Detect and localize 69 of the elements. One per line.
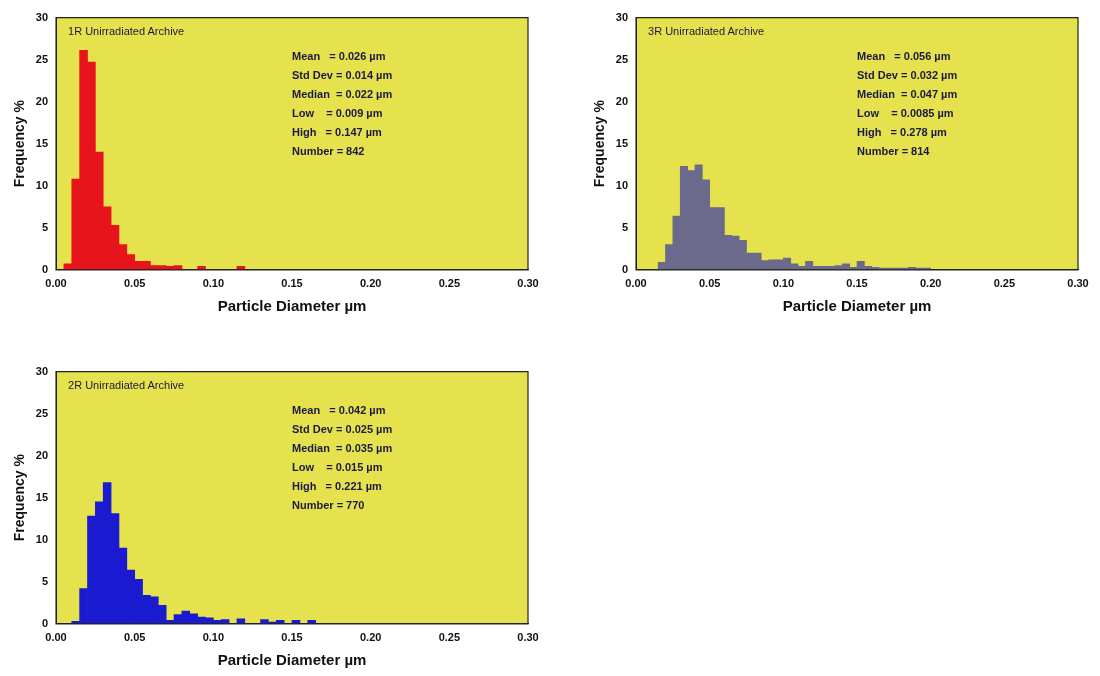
y-tick-label: 15 [35,136,49,149]
y-tick-label: 0 [621,262,629,275]
y-tick-label: 20 [35,94,49,107]
annotation: Median = 0.022 µm [292,87,393,100]
x-axis-title: Particle Diameter µm [782,297,932,315]
x-tick-label: 0.25 [438,631,461,644]
annotation: 1R Unirradiated Archive [68,24,185,37]
annotation: Mean = 0.042 µm [292,403,386,416]
annotation: Std Dev = 0.014 µm [292,68,393,81]
y-tick-label: 30 [35,364,49,377]
x-tick-label: 0.10 [202,277,225,290]
x-tick-label: 0.20 [919,277,942,290]
y-tick-label: 25 [35,52,49,65]
x-tick-label: 0.15 [281,277,303,290]
annotation: Number = 842 [292,144,365,157]
annotation: Median = 0.035 µm [292,441,393,454]
y-tick-label: 30 [615,10,629,23]
y-tick-label: 20 [35,448,49,461]
annotation: Mean = 0.056 µm [857,49,951,62]
annotation: High = 0.147 µm [292,125,383,138]
x-tick-label: 0.00 [45,277,67,290]
annotation: Low = 0.015 µm [292,460,383,473]
annotation: High = 0.278 µm [857,125,948,138]
y-tick-label: 25 [615,52,629,65]
y-tick-label: 15 [35,490,49,503]
annotation: Low = 0.009 µm [292,106,383,119]
annotation: Low = 0.0085 µm [857,106,954,119]
y-tick-label: 10 [615,178,629,191]
x-tick-label: 0.30 [517,631,539,644]
y-axis-title: Frequency % [11,99,28,188]
x-tick-label: 0.00 [45,631,67,644]
annotation: 3R Unirradiated Archive [648,24,765,37]
x-tick-label: 0.20 [359,631,382,644]
annotation: Number = 814 [857,144,931,157]
annotation: Std Dev = 0.025 µm [292,422,393,435]
y-tick-label: 0 [41,262,49,275]
annotation: High = 0.221 µm [292,479,383,492]
x-tick-label: 0.00 [625,277,647,290]
y-tick-label: 10 [35,532,49,545]
x-tick-label: 0.25 [993,277,1016,290]
annotation: Mean = 0.026 µm [292,49,386,62]
x-tick-label: 0.05 [123,277,146,290]
y-tick-label: 5 [41,220,49,233]
annotation: Std Dev = 0.032 µm [857,68,958,81]
annotation: 2R Unirradiated Archive [68,378,185,391]
y-tick-label: 15 [615,136,629,149]
x-tick-label: 0.05 [698,277,721,290]
x-tick-label: 0.10 [772,277,795,290]
y-tick-label: 10 [35,178,49,191]
y-tick-label: 5 [41,574,49,587]
y-tick-label: 30 [35,10,49,23]
annotation: Median = 0.047 µm [857,87,958,100]
x-axis-title: Particle Diameter µm [217,651,367,669]
y-axis-title: Frequency % [11,453,28,542]
y-tick-label: 20 [615,94,629,107]
x-tick-label: 0.10 [202,631,225,644]
x-tick-label: 0.25 [438,277,461,290]
y-axis-title: Frequency % [591,99,608,188]
x-tick-label: 0.20 [359,277,382,290]
x-tick-label: 0.15 [846,277,868,290]
x-tick-label: 0.05 [123,631,146,644]
annotation: Number = 770 [292,498,365,511]
y-tick-label: 25 [35,406,49,419]
x-tick-label: 0.30 [1067,277,1089,290]
x-tick-label: 0.30 [517,277,539,290]
y-tick-label: 5 [621,220,629,233]
x-axis-title: Particle Diameter µm [217,297,367,315]
x-tick-label: 0.15 [281,631,303,644]
y-tick-label: 0 [41,616,49,629]
